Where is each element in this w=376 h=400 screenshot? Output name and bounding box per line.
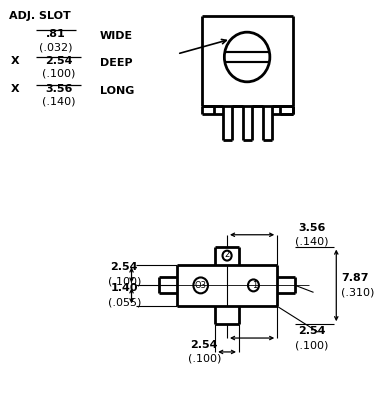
Text: 2.54: 2.54 — [191, 340, 218, 350]
Text: 2.54: 2.54 — [298, 326, 326, 336]
Text: (.100): (.100) — [188, 354, 221, 364]
Text: 3.56: 3.56 — [45, 84, 73, 94]
Circle shape — [223, 251, 232, 260]
Text: O3: O3 — [195, 281, 207, 290]
Text: (.100): (.100) — [108, 276, 141, 286]
Text: 2.54: 2.54 — [111, 262, 138, 272]
Text: .81: .81 — [46, 29, 66, 39]
Text: (.032): (.032) — [39, 42, 73, 52]
Text: 1: 1 — [252, 281, 257, 290]
Text: LONG: LONG — [100, 86, 134, 96]
Text: WIDE: WIDE — [100, 31, 133, 41]
Text: 1.40: 1.40 — [111, 283, 138, 293]
Text: (.140): (.140) — [42, 97, 76, 107]
Text: 2.54: 2.54 — [45, 56, 73, 66]
Text: (.140): (.140) — [295, 237, 329, 247]
Text: DEEP: DEEP — [100, 58, 132, 68]
Text: X: X — [11, 56, 19, 66]
Text: 2: 2 — [224, 250, 230, 259]
Text: (.100): (.100) — [42, 69, 76, 79]
Text: (.310): (.310) — [341, 287, 374, 297]
Circle shape — [248, 280, 259, 291]
Text: ADJ. SLOT: ADJ. SLOT — [9, 11, 70, 21]
Text: (.055): (.055) — [108, 297, 141, 307]
Text: (.100): (.100) — [295, 340, 328, 350]
Circle shape — [193, 278, 208, 293]
Text: 7.87: 7.87 — [341, 274, 368, 284]
Circle shape — [224, 32, 270, 82]
Text: X: X — [11, 84, 19, 94]
Text: 3.56: 3.56 — [298, 223, 325, 233]
